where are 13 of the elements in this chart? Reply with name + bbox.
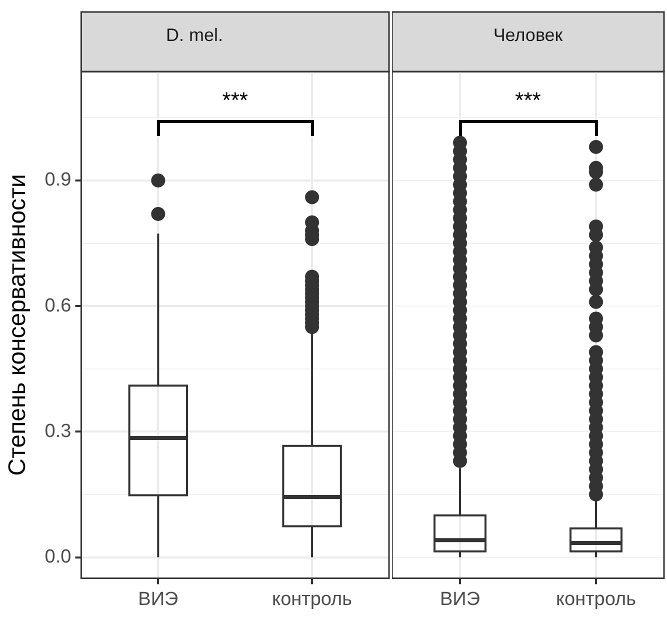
x-tick-label: контроль xyxy=(556,588,636,610)
y-tick-label: 0.6 xyxy=(44,295,72,316)
y-tick-label: 0.9 xyxy=(44,170,72,191)
chart-title: D. mel. xyxy=(166,24,224,45)
y-axis-title: Степень консервативности xyxy=(4,174,32,476)
y-tick-label: 0.3 xyxy=(44,420,72,442)
annotation: *** xyxy=(222,88,248,113)
x-tick-label: контроль xyxy=(272,588,352,610)
chart-title: Человек xyxy=(493,24,563,45)
x-tick-label: ВИЭ xyxy=(138,588,178,610)
y-tick-label: 0.0 xyxy=(44,546,72,568)
x-tick-label: ВИЭ xyxy=(440,588,480,610)
annotation: *** xyxy=(515,88,542,113)
